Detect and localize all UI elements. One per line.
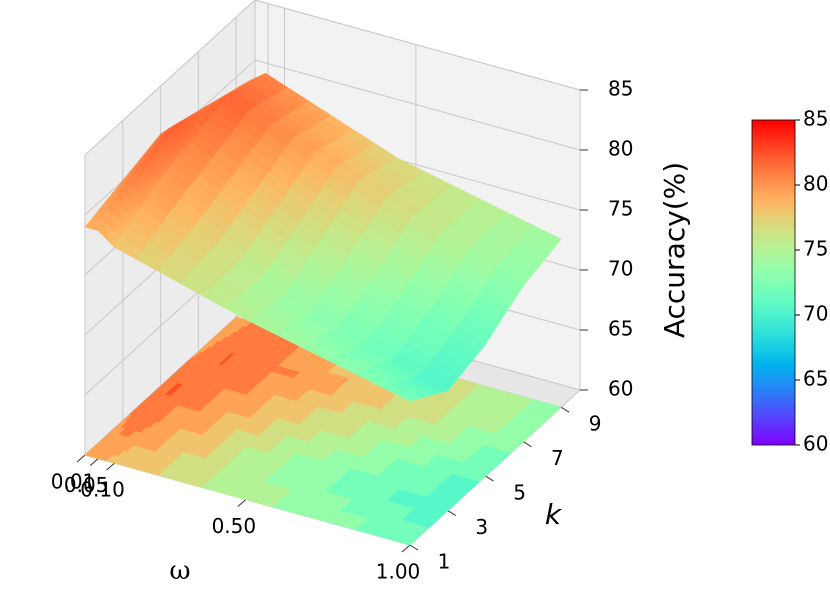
y-tick bbox=[447, 510, 457, 516]
x-tick-label: 1.00 bbox=[376, 560, 421, 584]
y-tick bbox=[409, 544, 419, 551]
floor-contour bbox=[381, 531, 417, 546]
colorbar bbox=[751, 119, 796, 446]
y-tick-label: 3 bbox=[475, 515, 488, 539]
x-tick-label: 0.50 bbox=[212, 514, 257, 538]
colorbar-tick-label: 75 bbox=[803, 237, 828, 261]
grid-line bbox=[84, 0, 581, 156]
y-tick-label: 1 bbox=[438, 550, 451, 574]
x-tick bbox=[89, 458, 99, 467]
z-tick-label: 65 bbox=[608, 317, 633, 341]
z-tick-label: 60 bbox=[608, 377, 633, 401]
y-tick-label: 7 bbox=[551, 446, 564, 470]
x-tick-label: 0.01 bbox=[51, 470, 96, 494]
z-axis-label: Accuracy(%) bbox=[658, 162, 691, 338]
x-tick-label: 0.05 bbox=[64, 473, 109, 497]
y-tick bbox=[485, 475, 494, 482]
x-tick bbox=[106, 462, 115, 471]
y-tick bbox=[560, 406, 570, 413]
colorbar-tick-label: 80 bbox=[803, 172, 828, 196]
y-tick-label: 5 bbox=[513, 481, 526, 505]
colorbar-tick-label: 60 bbox=[803, 432, 828, 456]
z-tick-label: 70 bbox=[608, 257, 633, 281]
x-axis-label: ω bbox=[169, 556, 190, 586]
x-tick-label: 0.10 bbox=[80, 478, 125, 502]
surface-patch bbox=[381, 385, 418, 402]
colorbar-tick-label: 85 bbox=[803, 107, 828, 131]
y-axis-label: k bbox=[545, 498, 563, 531]
y-tick-label: 9 bbox=[589, 412, 602, 436]
colorbar-tick-label: 65 bbox=[803, 367, 828, 391]
z-tick-label: 80 bbox=[608, 137, 633, 161]
y-tick bbox=[523, 441, 532, 448]
z-tick-label: 85 bbox=[608, 77, 633, 101]
x-tick bbox=[76, 454, 86, 463]
z-tick-label: 75 bbox=[608, 197, 633, 221]
x-tick bbox=[237, 499, 247, 507]
colorbar-tick-label: 70 bbox=[803, 302, 828, 326]
x-tick bbox=[401, 544, 411, 553]
